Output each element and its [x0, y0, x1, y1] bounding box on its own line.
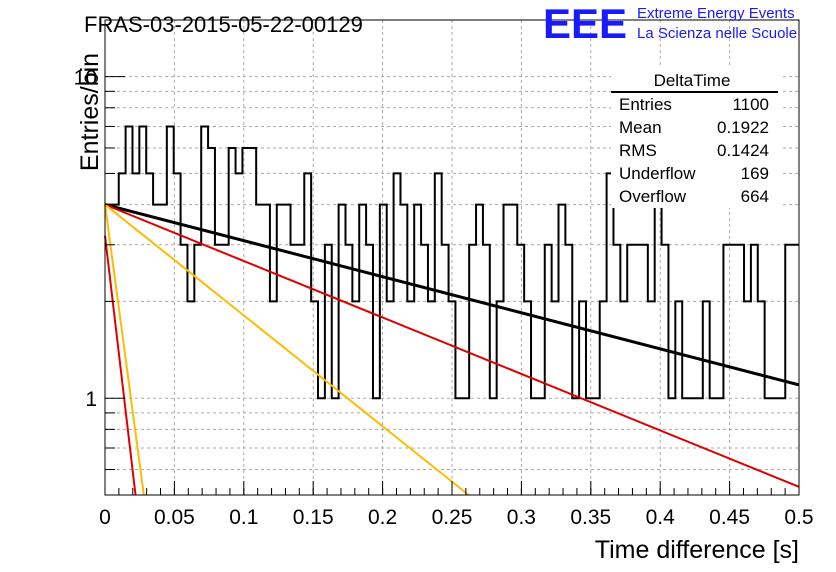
x-tick-label: 0.2	[368, 506, 397, 529]
stat-label: Overflow	[619, 187, 687, 206]
y-axis-ticks: 1 10	[74, 67, 125, 471]
stat-value: 664	[741, 187, 769, 206]
logo-line-1: Extreme Energy Events	[637, 5, 795, 22]
x-tick-label: 0.4	[646, 506, 676, 529]
stat-label: Underflow	[619, 164, 696, 183]
stat-label: Entries	[619, 95, 672, 114]
x-tick-label: 0.05	[154, 506, 195, 529]
stat-label: Mean	[619, 118, 662, 137]
x-tick-label: 0.5	[784, 506, 813, 529]
fit-line	[104, 235, 137, 496]
stat-value: 1100	[732, 95, 769, 114]
x-tick-label: 0.1	[229, 506, 258, 529]
stat-label: RMS	[619, 141, 657, 160]
x-tick-label: 0.3	[507, 506, 536, 529]
fit-line	[104, 203, 470, 496]
fit-line	[104, 204, 145, 496]
fit-lines	[104, 203, 800, 496]
x-tick-label: 0.35	[570, 506, 611, 529]
stats-box: DeltaTime Entries 1100 Mean 0.1922 RMS 0…	[611, 68, 783, 208]
x-axis-ticks: 0 0.05 0.1 0.15 0.2 0.25 0.3 0.35 0.4 0.45 0.5	[99, 481, 814, 529]
stat-value: 0.1424	[717, 141, 769, 160]
x-tick-label: 0.45	[709, 506, 750, 529]
fit-line	[104, 203, 800, 488]
stats-box-title: DeltaTime	[654, 71, 731, 90]
fit-line	[104, 203, 800, 387]
x-tick-label: 0.15	[293, 506, 334, 529]
x-tick-label: 0	[99, 506, 111, 529]
y-tick-label: 1	[85, 388, 97, 411]
x-tick-label: 0.25	[432, 506, 473, 529]
chart-title: FRAS-03-2015-05-22-00129	[84, 12, 363, 37]
y-tick-label: 10	[74, 67, 97, 90]
histogram-step-line	[105, 125, 799, 400]
x-axis-label: Time difference [s]	[595, 536, 799, 564]
stat-value: 169	[741, 164, 769, 183]
logo-line-2: La Scienza nelle Scuole	[637, 25, 797, 42]
stat-value: 0.1922	[717, 118, 769, 137]
logo: EEE Extreme Energy Events La Scienza nel…	[543, 0, 797, 47]
logo-mark: EEE	[543, 0, 627, 47]
histogram	[105, 125, 799, 400]
y-axis-label: Entries/bin	[76, 53, 104, 171]
